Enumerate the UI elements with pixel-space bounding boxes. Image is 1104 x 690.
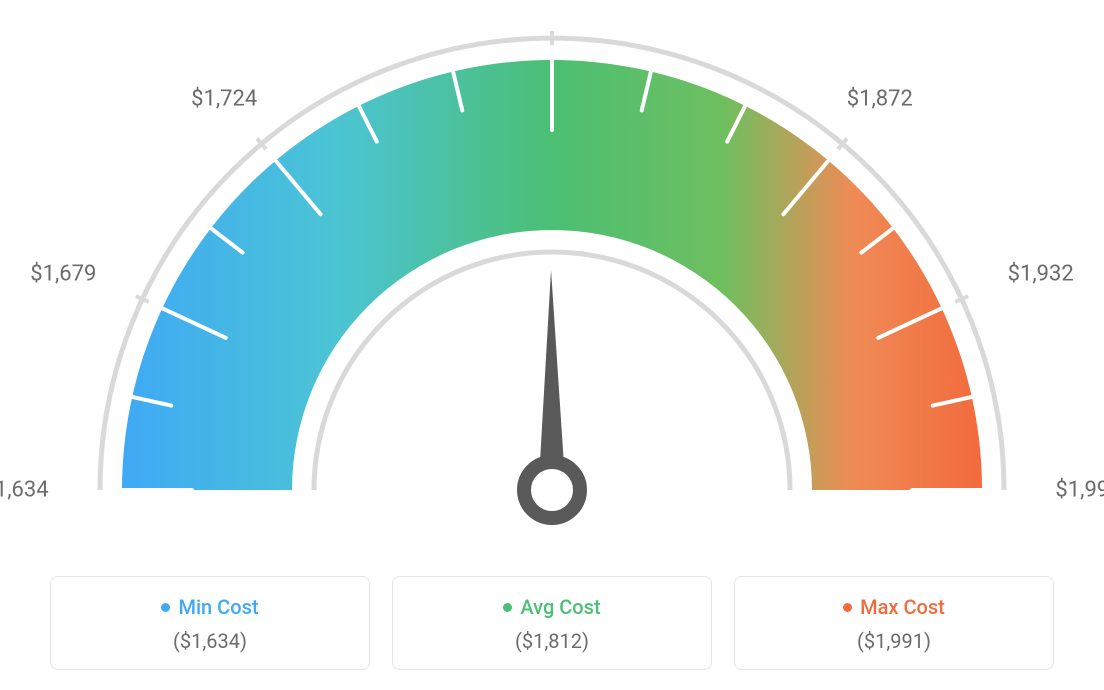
gauge-svg: [0, 0, 1104, 540]
legend-label-row-avg: Avg Cost: [405, 595, 699, 619]
legend-dot-avg: [503, 603, 512, 612]
legend-dot-min: [161, 603, 170, 612]
gauge-tick-label: $1,724: [191, 87, 257, 112]
legend-label-max: Max Cost: [860, 595, 945, 619]
gauge-tick-label: $1,872: [847, 87, 913, 112]
legend-label-row-min: Min Cost: [63, 595, 357, 619]
legend-label-row-max: Max Cost: [747, 595, 1041, 619]
legend-value-min: ($1,634): [63, 629, 357, 653]
legend-box-max: Max Cost ($1,991): [734, 576, 1054, 670]
legend-box-avg: Avg Cost ($1,812): [392, 576, 712, 670]
gauge-chart: $1,634$1,679$1,724$1,812$1,872$1,932$1,9…: [0, 0, 1104, 540]
legend-label-min: Min Cost: [178, 595, 258, 619]
gauge-tick-label: $1,634: [0, 478, 49, 503]
chart-container: $1,634$1,679$1,724$1,812$1,872$1,932$1,9…: [0, 0, 1104, 690]
legend-box-min: Min Cost ($1,634): [50, 576, 370, 670]
legend-label-avg: Avg Cost: [520, 595, 600, 619]
gauge-tick-label: $1,679: [30, 262, 96, 287]
gauge-tick-label: $1,991: [1055, 478, 1104, 503]
legend-value-max: ($1,991): [747, 629, 1041, 653]
legend-value-avg: ($1,812): [405, 629, 699, 653]
legend-dot-max: [843, 603, 852, 612]
legend-row: Min Cost ($1,634) Avg Cost ($1,812) Max …: [0, 576, 1104, 670]
gauge-tick-label: $1,932: [1008, 262, 1074, 287]
